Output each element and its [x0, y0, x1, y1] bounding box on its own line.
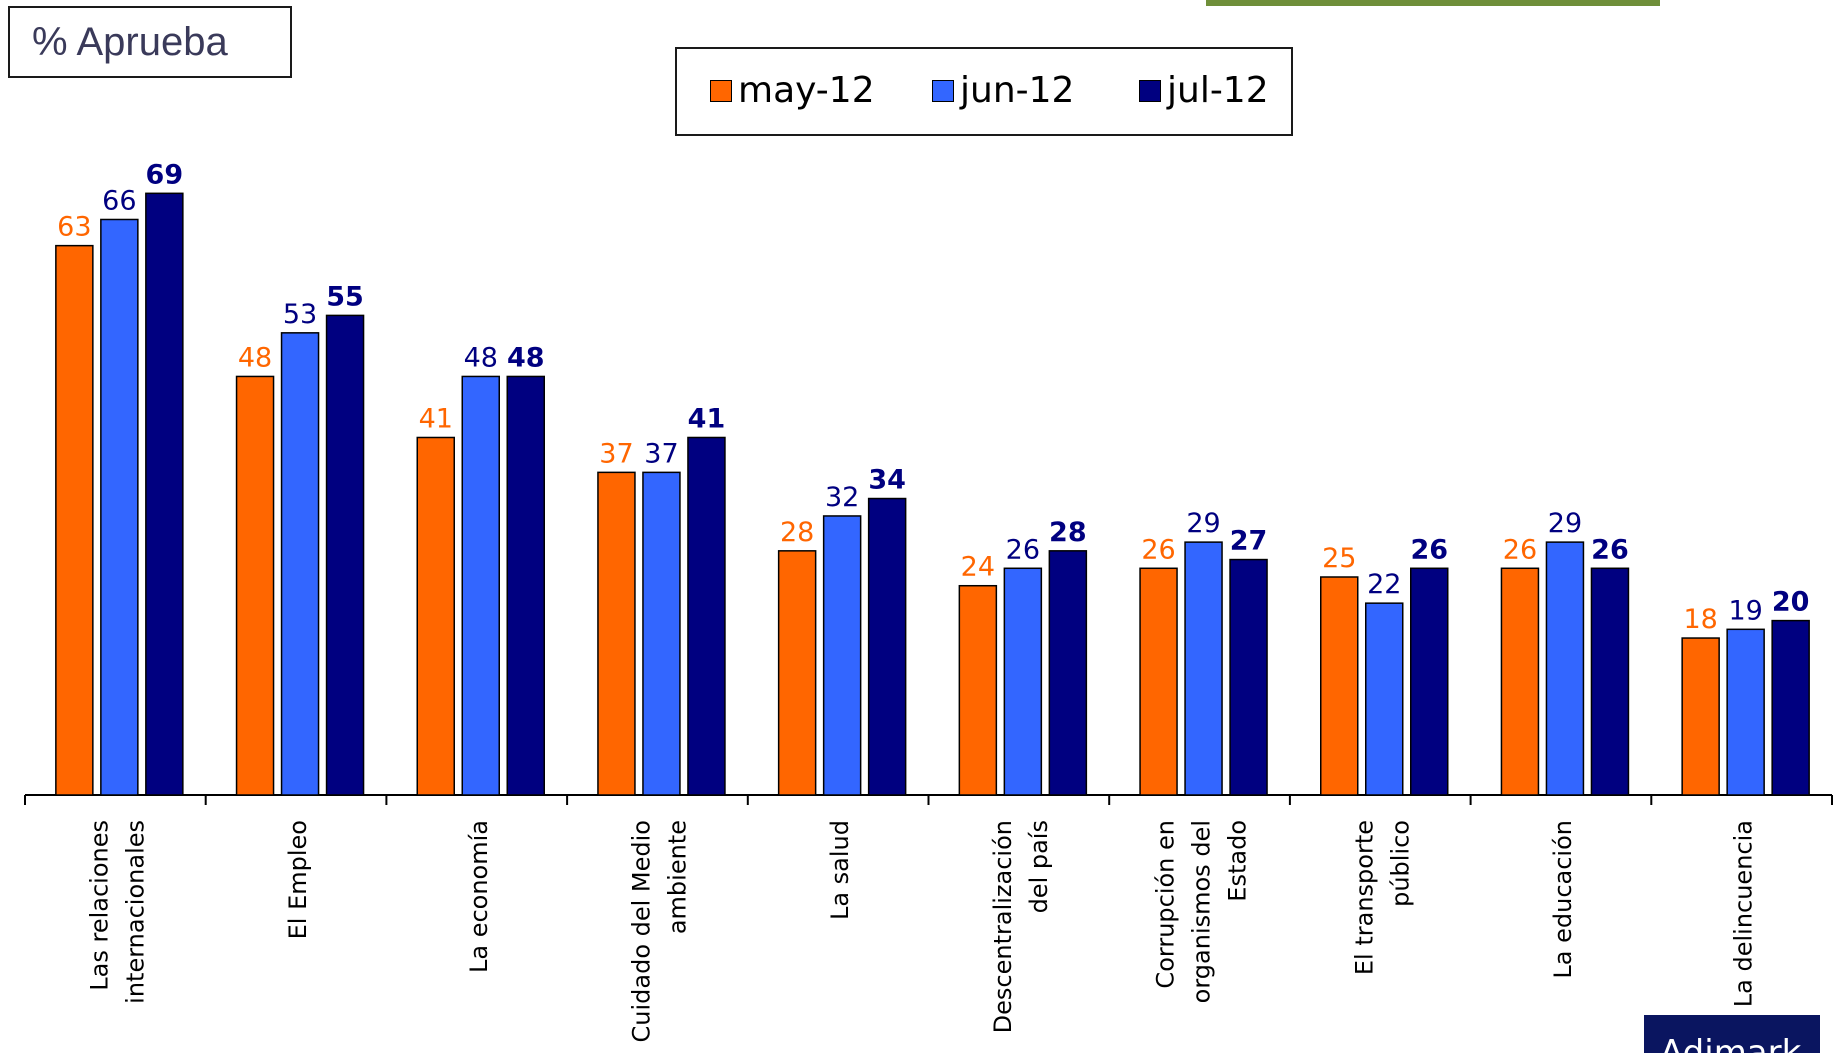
legend-label-jun: jun-12 — [960, 70, 1075, 111]
bar-may-12 — [1500, 567, 1540, 796]
bar-jun-12 — [1365, 602, 1404, 796]
data-label-may-12: 25 — [1322, 543, 1356, 574]
data-label-jul-12: 34 — [868, 465, 906, 496]
bar-may-12 — [416, 436, 455, 796]
category-label: Las relaciones — [85, 820, 113, 991]
data-label-may-12: 26 — [1141, 534, 1175, 565]
bar-may-12 — [1139, 567, 1178, 796]
brand-logo: Adimark — [1644, 1015, 1820, 1053]
category-label: La salud — [826, 820, 854, 920]
bar-may-12 — [597, 471, 636, 796]
legend-label-jul: jul-12 — [1167, 70, 1269, 111]
bar-jul-12 — [325, 314, 365, 796]
data-label-jul-12: 55 — [326, 281, 364, 312]
category-label: del país — [1025, 820, 1053, 913]
data-label-jun-12: 26 — [1006, 534, 1040, 565]
legend-label-may: may-12 — [738, 70, 875, 111]
bar-jun-12 — [1184, 541, 1223, 796]
category-label: Estado — [1224, 820, 1252, 902]
bar-may-12 — [1681, 637, 1720, 796]
data-label-jun-12: 37 — [644, 438, 678, 469]
category-label: público — [1386, 820, 1414, 907]
data-label-jun-12: 66 — [102, 185, 136, 216]
category-label: organismos del — [1188, 820, 1216, 1003]
data-label-may-12: 37 — [599, 438, 633, 469]
category-label: ambiente — [663, 820, 691, 934]
category-label: La delincuencia — [1730, 820, 1758, 1007]
bar-jun-12 — [100, 218, 139, 796]
category-label: La educación — [1549, 820, 1577, 979]
data-label-jul-12: 41 — [688, 403, 726, 434]
category-label: El transporte — [1350, 820, 1378, 975]
data-label-may-12: 41 — [419, 403, 453, 434]
category-label: El Empleo — [284, 820, 312, 939]
data-label-jun-12: 48 — [464, 342, 498, 373]
bar-jul-12 — [1229, 558, 1268, 796]
header-image-strip — [1206, 0, 1660, 6]
bar-may-12 — [235, 375, 275, 796]
data-label-may-12: 63 — [57, 212, 91, 243]
bar-jun-12 — [1726, 628, 1765, 796]
chart-title: % Aprueba — [32, 20, 228, 64]
bar-jun-12 — [280, 332, 320, 796]
bar-jul-12 — [867, 497, 907, 796]
category-label: internacionales — [121, 820, 149, 1004]
chart-title-box: % Aprueba — [8, 6, 292, 78]
bar-may-12 — [777, 550, 817, 796]
data-label-jun-12: 29 — [1186, 508, 1220, 539]
bar-jul-12 — [1048, 550, 1088, 796]
data-label-jun-12: 22 — [1367, 569, 1401, 600]
data-label-may-12: 24 — [961, 552, 995, 583]
data-label-jun-12: 29 — [1548, 508, 1582, 539]
bar-jun-12 — [642, 471, 681, 796]
data-label-jul-12: 26 — [1591, 534, 1629, 565]
data-label-jun-12: 53 — [283, 299, 317, 330]
bar-may-12 — [55, 244, 94, 796]
category-label: Cuidado del Medio — [627, 820, 655, 1042]
data-label-jul-12: 20 — [1772, 587, 1810, 618]
bar-jul-12 — [1590, 567, 1630, 796]
bar-may-12 — [1320, 576, 1359, 796]
category-label: Corrupción en — [1152, 820, 1180, 989]
data-label-jul-12: 26 — [1410, 534, 1448, 565]
legend: may-12 jun-12 jul-12 — [675, 47, 1293, 136]
legend-swatch-jun — [932, 80, 954, 102]
data-label-jun-12: 32 — [825, 482, 859, 513]
data-label-may-12: 18 — [1683, 604, 1717, 635]
bar-jul-12 — [1771, 619, 1810, 796]
bar-jul-12 — [145, 192, 184, 796]
data-label-jul-12: 27 — [1230, 526, 1268, 557]
data-label-jul-12: 69 — [146, 159, 184, 190]
bar-jun-12 — [1545, 541, 1585, 796]
bar-jul-12 — [1410, 567, 1449, 796]
data-label-jul-12: 28 — [1049, 517, 1087, 548]
bar-jun-12 — [1003, 567, 1043, 796]
data-label-may-12: 26 — [1503, 534, 1537, 565]
category-label: Descentralización — [989, 820, 1017, 1033]
category-label: La economía — [465, 820, 493, 973]
data-label-may-12: 28 — [780, 517, 814, 548]
data-label-may-12: 48 — [238, 342, 272, 373]
bar-may-12 — [958, 584, 998, 796]
bar-jun-12 — [461, 375, 500, 796]
bar-jun-12 — [822, 515, 862, 796]
legend-swatch-may — [710, 80, 732, 102]
bar-jul-12 — [687, 436, 726, 796]
legend-swatch-jul — [1139, 80, 1161, 102]
data-label-jun-12: 19 — [1728, 595, 1762, 626]
bar-jul-12 — [506, 375, 545, 796]
data-label-jul-12: 48 — [507, 342, 545, 373]
brand-logo-text: Adimark — [1660, 1033, 1802, 1053]
